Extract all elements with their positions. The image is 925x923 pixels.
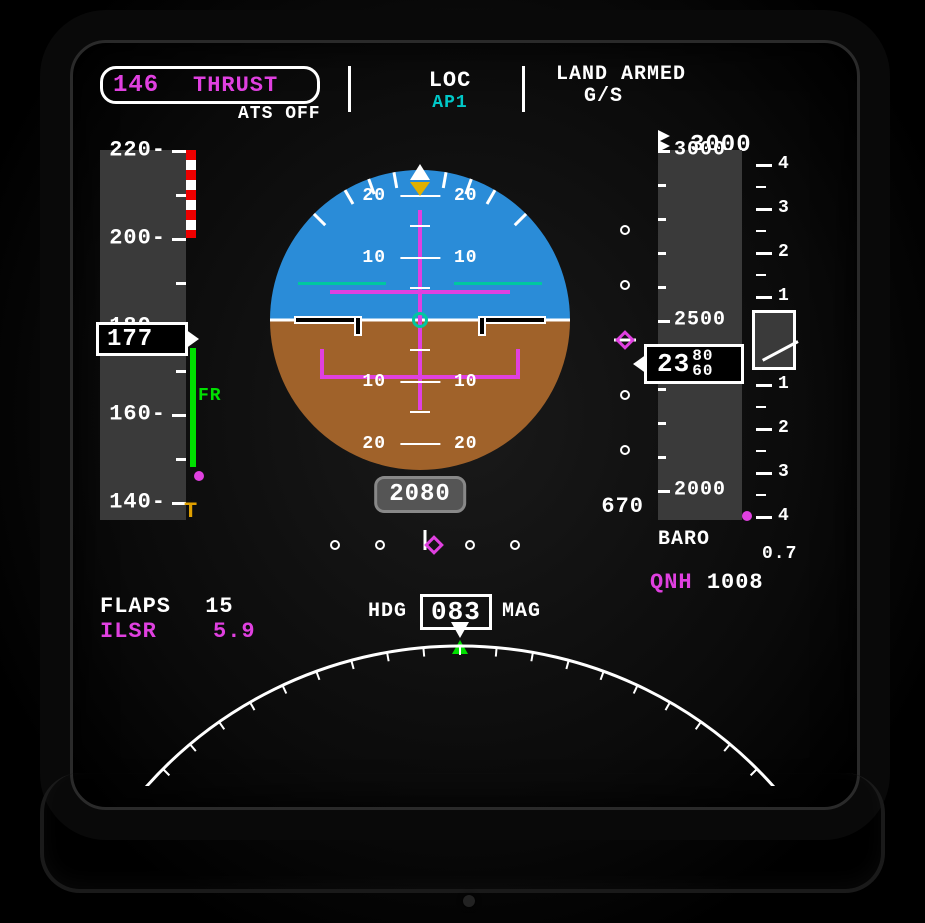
aircraft-symbol-right	[484, 318, 544, 322]
land-armed: LAND ARMED	[556, 64, 686, 86]
lateral-mode: LOC	[390, 68, 510, 93]
ats-status: ATS OFF	[238, 104, 321, 124]
flap-retract-marker: FR	[198, 386, 222, 406]
bezel-bottom	[40, 773, 885, 893]
fpv-wing	[454, 282, 542, 285]
light-sensor	[463, 895, 475, 907]
alt-tick-label: 2500	[674, 309, 726, 332]
glideslope-dot	[620, 390, 630, 400]
fma-row: 146 THRUST ATS OFF LOC AP1 LAND ARMED G/…	[90, 60, 840, 130]
speed-tick-label: 200-	[109, 226, 166, 251]
alt-tick-label: 2000	[674, 479, 726, 502]
selected-speed: 146	[113, 72, 173, 99]
pitch-mark: 1010	[362, 372, 477, 392]
vsi-tick-label: 4	[778, 154, 790, 174]
vsi-tick-label: 4	[778, 506, 790, 526]
airspeed-tape: 140-160-180-200-220-177	[100, 150, 186, 520]
baro-label: BARO	[658, 528, 710, 551]
current-altitude: 238060	[644, 344, 744, 384]
localizer-scale	[310, 530, 540, 560]
qnh-label: QNH	[650, 570, 693, 595]
thrust-marker: T	[184, 499, 198, 524]
fma-vertical: LAND ARMED G/S	[556, 64, 686, 108]
localizer-dot	[510, 540, 520, 550]
fma-speed-box: 146 THRUST	[100, 66, 320, 104]
selected-speed-bug	[194, 471, 204, 481]
primary-flight-display: 146 THRUST ATS OFF LOC AP1 LAND ARMED G/…	[90, 60, 840, 790]
vertical-mode: G/S	[584, 86, 686, 108]
radio-altitude: 2080	[374, 476, 466, 513]
vsi-tick-label: 1	[778, 286, 790, 306]
compass-rose	[140, 616, 780, 786]
vsi-tick-label: 3	[778, 462, 790, 482]
vertical-speed-indicator: 432112340 0.7	[756, 140, 826, 540]
speed-green-band	[190, 348, 196, 467]
altitude-tape: 200025003000238060	[658, 150, 742, 520]
glideslope-dot	[620, 445, 630, 455]
flight-path-marker	[412, 312, 428, 328]
fd-horizontal	[330, 290, 510, 294]
qnh-value: 1008	[707, 570, 764, 595]
glideslope-dot	[620, 225, 630, 235]
slip-indicator	[410, 182, 430, 196]
overspeed-barber	[186, 150, 196, 238]
vsi-tick-label: 1	[778, 374, 790, 394]
glideslope-diamond	[615, 330, 635, 350]
speed-tick-label: 140-	[109, 490, 166, 515]
attitude-indicator: 2020101010102020 2080 670	[260, 160, 580, 540]
vsi-window	[752, 310, 796, 370]
vsi-readout: 0.7	[762, 544, 797, 564]
pitch-mark: 2020	[362, 434, 477, 454]
compass-svg	[140, 616, 780, 786]
alt-tick-label: 3000	[674, 139, 726, 162]
thrust-mode: THRUST	[193, 73, 278, 98]
glideslope-dot	[620, 280, 630, 290]
localizer-diamond	[424, 535, 444, 555]
vsi-tick-label: 2	[778, 242, 790, 262]
vsi-tick-label: 3	[778, 198, 790, 218]
localizer-dot	[465, 540, 475, 550]
localizer-dot	[375, 540, 385, 550]
fma-divider	[522, 66, 525, 112]
fma-divider	[348, 66, 351, 112]
speed-tick-label: 160-	[109, 402, 166, 427]
current-airspeed: 177	[96, 322, 188, 356]
vsi-tick-label: 2	[778, 418, 790, 438]
aircraft-symbol-left	[296, 318, 356, 322]
pitch-mark: 1010	[362, 248, 477, 268]
decision-height: 670	[601, 494, 644, 519]
bank-pointer	[410, 164, 430, 180]
fma-lateral: LOC AP1	[390, 68, 510, 113]
localizer-dot	[330, 540, 340, 550]
autopilot-status: AP1	[390, 93, 510, 113]
vsi-selected-dot	[742, 511, 752, 521]
fpv-wing	[298, 282, 386, 285]
qnh-readout: QNH 1008	[650, 570, 764, 595]
speed-tick-label: 220-	[109, 138, 166, 163]
glideslope-scale	[610, 200, 640, 480]
